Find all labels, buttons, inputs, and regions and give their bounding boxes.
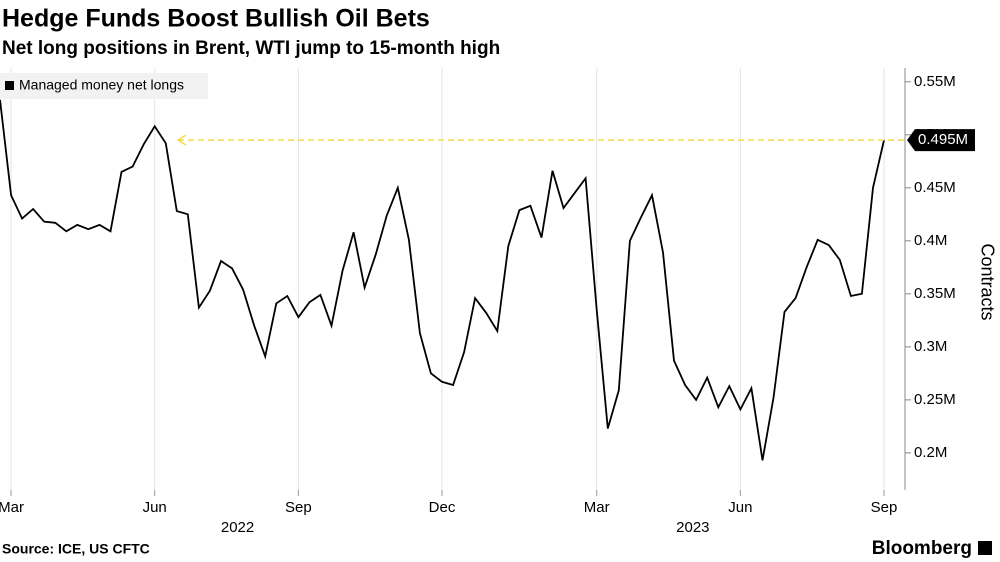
brand: Bloomberg xyxy=(872,538,972,559)
data-line xyxy=(0,99,885,461)
brand-icon xyxy=(978,541,992,555)
x-tick-label: Dec xyxy=(429,499,456,516)
y-tick-label: 0.55M xyxy=(914,73,956,90)
y-tick-label: 0.3M xyxy=(914,338,947,355)
value-label: 0.495M xyxy=(918,131,968,148)
chart-subtitle: Net long positions in Brent, WTI jump to… xyxy=(2,38,500,59)
x-tick-label: Jun xyxy=(143,499,167,516)
y-axis-label: Contracts xyxy=(977,243,997,320)
y-tick-label: 0.4M xyxy=(914,232,947,249)
legend-box xyxy=(0,73,208,99)
annotation-arrow xyxy=(176,134,187,146)
y-tick-label: 0.45M xyxy=(914,179,956,196)
y-tick-label: 0.2M xyxy=(914,444,947,461)
x-tick-label: Sep xyxy=(285,499,312,516)
y-tick-label: 0.35M xyxy=(914,285,956,302)
x-tick-label: Mar xyxy=(584,499,610,516)
x-tick-label: Sep xyxy=(871,499,898,516)
year-label: 2023 xyxy=(676,519,709,536)
source: Source: ICE, US CFTC xyxy=(2,541,150,557)
y-tick-label: 0.25M xyxy=(914,391,956,408)
legend-label: Managed money net longs xyxy=(19,77,184,93)
chart-title: Hedge Funds Boost Bullish Oil Bets xyxy=(2,5,430,33)
x-tick-label: Jun xyxy=(728,499,752,516)
x-tick-label: Mar xyxy=(0,499,24,516)
value-label-box xyxy=(907,129,975,152)
legend-swatch xyxy=(5,81,14,90)
year-label: 2022 xyxy=(221,519,254,536)
